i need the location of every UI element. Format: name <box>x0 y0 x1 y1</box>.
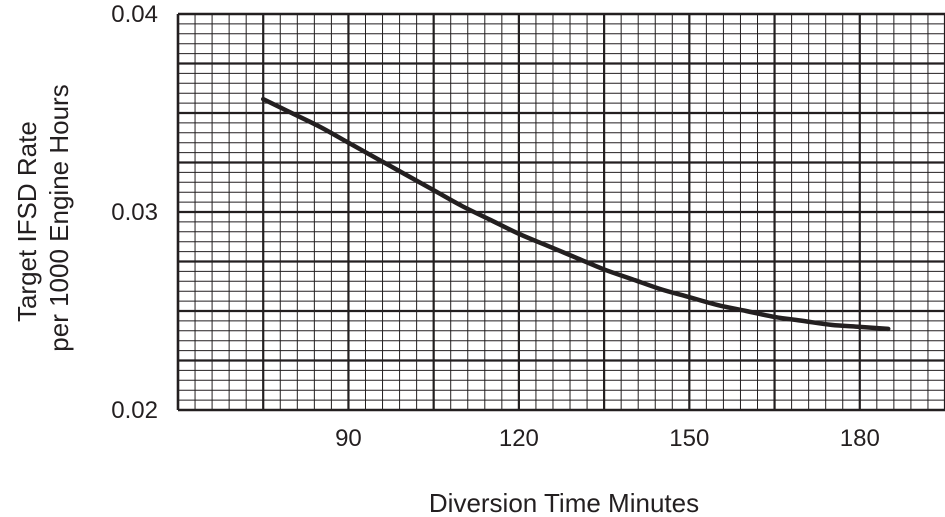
x-tick-label: 90 <box>335 425 362 452</box>
x-tick-label: 120 <box>499 425 539 452</box>
x-tick-label: 150 <box>669 425 709 452</box>
y-tick-label: 0.02 <box>111 397 158 424</box>
y-axis-title-line-2: per 1000 Engine Hours <box>44 84 74 351</box>
y-axis-title-line-1: Target IFSD Rate <box>12 121 42 322</box>
plot-frame <box>176 12 945 412</box>
x-tick-labels: 90 120 150 180 <box>335 425 880 452</box>
x-tick-label: 180 <box>840 425 880 452</box>
grid-major-lines <box>178 14 945 410</box>
y-tick-label: 0.03 <box>111 199 158 226</box>
y-tick-labels: 0.02 0.03 0.04 <box>111 1 158 424</box>
y-tick-label: 0.04 <box>111 1 158 28</box>
y-axis-title: Target IFSD Rate per 1000 Engine Hours <box>12 84 74 351</box>
x-axis-title: Diversion Time Minutes <box>429 488 699 517</box>
series-line <box>260 96 891 332</box>
